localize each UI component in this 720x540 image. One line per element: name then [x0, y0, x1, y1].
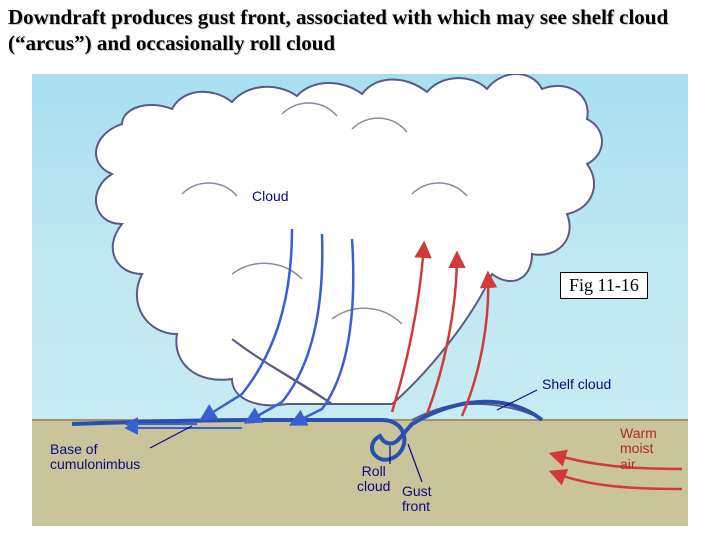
slide: Downdraft produces gust front, associate… [0, 0, 720, 540]
label-shelf-cloud: Shelf cloud [542, 377, 611, 392]
cumulonimbus-cloud [96, 74, 602, 405]
warm-inflow-arrows [552, 454, 682, 489]
slide-title: Downdraft produces gust front, associate… [8, 4, 712, 57]
label-base: Base of cumulonimbus [50, 442, 140, 473]
gust-front-line [72, 402, 542, 460]
outflow-arrows [127, 424, 242, 428]
label-warm-air: Warm moist air [620, 426, 657, 472]
figure: Cloud Shelf cloud Roll cloud Gust front … [12, 74, 708, 534]
label-roll-cloud: Roll cloud [357, 464, 390, 495]
label-gust-front: Gust front [402, 484, 432, 515]
label-cloud: Cloud [252, 189, 289, 204]
figure-reference: Fig 11-16 [560, 272, 648, 299]
